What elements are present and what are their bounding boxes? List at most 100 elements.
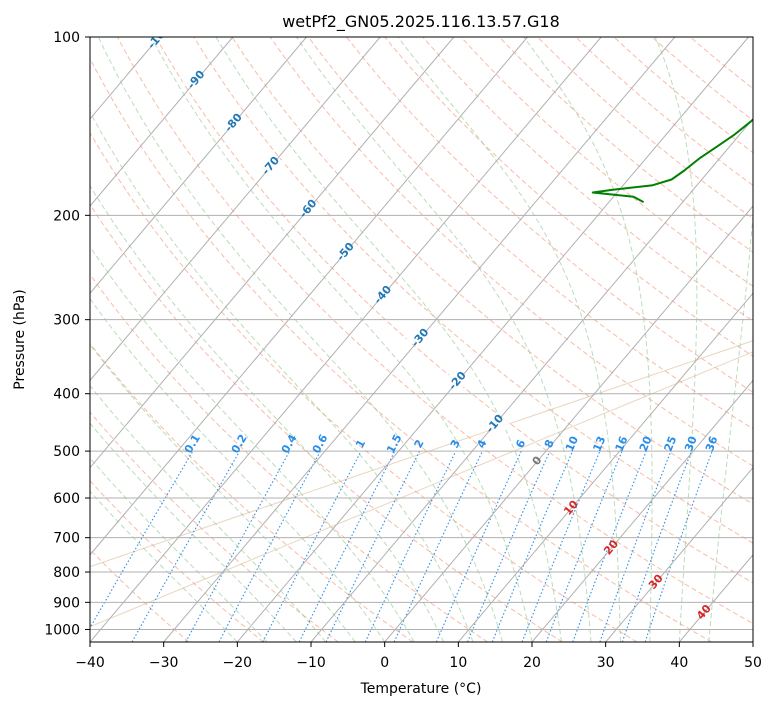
mixing-ratio-line xyxy=(262,450,362,642)
isotherm-label-bg xyxy=(443,374,472,387)
isotherm-line xyxy=(752,641,753,642)
dry-adiabat-line xyxy=(384,37,753,357)
mixing-ratio-line xyxy=(466,450,551,642)
moist-adiabat-line xyxy=(90,245,415,642)
dry-adiabat-line xyxy=(90,411,339,642)
x-tick-label: −10 xyxy=(296,655,326,671)
mixing-ratio-label: 0.6 xyxy=(310,432,331,456)
dry-adiabat-line xyxy=(231,37,753,505)
mixing-ratio-label: 36 xyxy=(703,434,721,453)
dry-adiabat-line xyxy=(90,480,264,642)
reference-curve xyxy=(90,340,753,568)
isotherm-line xyxy=(90,37,602,642)
dry-adiabat-line xyxy=(90,342,414,642)
mixing-ratio-line xyxy=(435,450,522,642)
moist-adiabat-line xyxy=(90,298,386,642)
dry-adiabat-line xyxy=(117,37,753,625)
mixing-ratio-label: 13 xyxy=(590,434,608,453)
moist-adiabat-line xyxy=(150,37,533,642)
moist-adiabat-line xyxy=(90,422,297,642)
mixing-ratio-line xyxy=(599,450,672,642)
x-tick-label: 40 xyxy=(670,655,688,671)
isotherm-line xyxy=(384,205,753,642)
isotherm-line xyxy=(531,379,753,642)
mixing-ratio-label: 0.4 xyxy=(279,432,300,456)
y-tick-label: 800 xyxy=(53,565,80,581)
y-axis-label: Pressure (hPa) xyxy=(12,289,28,389)
isotherm-line xyxy=(90,37,381,382)
y-tick-label: 600 xyxy=(53,491,80,507)
y-tick-label: 200 xyxy=(53,208,80,224)
dewpoint-profile-line xyxy=(591,118,753,203)
x-tick-label: 0 xyxy=(380,655,389,671)
isotherm-label-bg xyxy=(257,159,286,172)
mixing-ratio-label: 6 xyxy=(513,437,528,450)
x-tick-label: −30 xyxy=(149,655,179,671)
y-tick-label: 400 xyxy=(53,387,80,403)
isotherm-line xyxy=(90,37,528,556)
mixing-ratio-line xyxy=(90,450,194,629)
dry-adiabat-line xyxy=(689,37,753,90)
x-axis-label: Temperature (°C) xyxy=(360,681,482,697)
moist-adiabat-line xyxy=(90,457,268,642)
dry-adiabat-line xyxy=(90,203,563,642)
mixing-ratio-label: 16 xyxy=(613,434,631,453)
mixing-ratio-line xyxy=(644,450,713,642)
isotherm-label-bg xyxy=(331,245,360,258)
x-tick-label: −40 xyxy=(75,655,105,671)
moist-adiabat-line xyxy=(523,37,653,642)
y-tick-label: 900 xyxy=(53,595,80,611)
mixing-ratio-label: 1.5 xyxy=(384,432,404,455)
mixing-ratio-label: 2 xyxy=(412,437,427,450)
dry-adiabat-line xyxy=(307,37,753,430)
mixing-ratio-line xyxy=(521,450,601,642)
x-tick-label: 30 xyxy=(597,655,615,671)
isotherm-label-bg xyxy=(145,37,174,43)
mixing-ratio-line xyxy=(218,450,321,642)
mixing-ratio-line xyxy=(393,450,483,642)
isotherm-label-bg xyxy=(369,288,398,301)
isotherm-line xyxy=(0,37,12,642)
isotherm-label-bg xyxy=(219,116,248,129)
plot-frame xyxy=(89,36,754,643)
mixing-ratio-line xyxy=(131,450,241,642)
isotherm-line xyxy=(457,292,753,642)
x-tick-label: 50 xyxy=(744,655,762,671)
y-tick-label: 300 xyxy=(53,313,80,329)
x-tick-label: 10 xyxy=(449,655,467,671)
mixing-ratio-line xyxy=(491,450,574,642)
mixing-ratio-label: 25 xyxy=(662,434,680,453)
reference-curve xyxy=(90,351,753,628)
x-tick-label: −20 xyxy=(223,655,253,671)
dry-adiabat-line xyxy=(269,37,753,467)
y-tick-label: 500 xyxy=(53,444,80,460)
moist-adiabat-line xyxy=(90,343,356,642)
mixing-ratio-label: 1 xyxy=(353,437,368,450)
moist-adiabat-line xyxy=(708,208,753,642)
moist-adiabat-line xyxy=(654,37,698,642)
mixing-ratio-line xyxy=(185,450,291,642)
moist-adiabat-line xyxy=(397,37,621,642)
x-tick-label: 20 xyxy=(523,655,541,671)
dry-adiabat-line xyxy=(90,131,638,642)
isotherm-label-bg xyxy=(182,73,211,86)
isotherm-label-bg xyxy=(294,202,323,215)
isotherm-line xyxy=(90,37,307,295)
dry-adiabat-line xyxy=(90,548,190,642)
mixing-ratio-label: 10 xyxy=(563,434,581,454)
moist-adiabat-line xyxy=(90,490,238,642)
dry-adiabat-line xyxy=(193,37,753,544)
mixing-ratio-label: 0.1 xyxy=(182,432,203,455)
moist-adiabat-line xyxy=(97,37,503,642)
moist-adiabat-line xyxy=(295,37,592,642)
moist-adiabat-line xyxy=(215,37,562,642)
dry-adiabat-line xyxy=(613,37,753,154)
isotherm-line xyxy=(90,37,455,469)
isotherm-line xyxy=(90,37,234,207)
isotherm-label-bg xyxy=(481,417,510,430)
y-tick-label: 100 xyxy=(53,30,80,46)
mixing-ratio-label: 30 xyxy=(682,434,700,453)
mixing-ratio-line xyxy=(621,450,692,642)
dry-adiabat-line xyxy=(537,37,753,220)
isotherm-line xyxy=(310,118,753,642)
